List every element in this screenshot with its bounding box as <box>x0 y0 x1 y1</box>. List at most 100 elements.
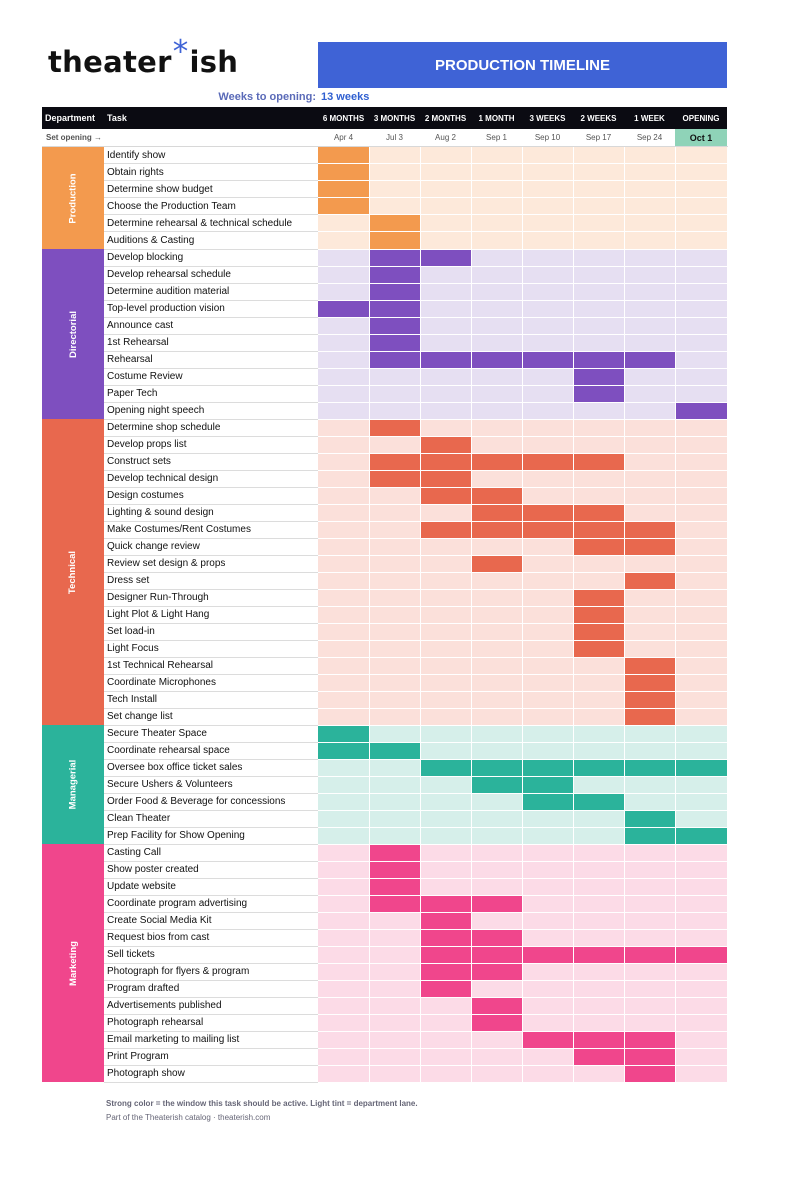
timeline-cell-active[interactable] <box>573 521 625 539</box>
timeline-cell[interactable] <box>675 453 728 471</box>
timeline-cell[interactable] <box>369 146 421 165</box>
timeline-cell-active[interactable] <box>573 504 625 522</box>
timeline-cell-active[interactable] <box>369 266 421 284</box>
timeline-cell[interactable] <box>369 929 421 947</box>
timeline-cell[interactable] <box>369 163 421 182</box>
timeline-cell[interactable] <box>420 1014 472 1032</box>
timeline-cell-active[interactable] <box>522 521 574 539</box>
timeline-cell[interactable] <box>675 606 728 624</box>
timeline-cell[interactable] <box>624 997 676 1015</box>
timeline-cell-active[interactable] <box>573 453 625 471</box>
timeline-cell[interactable] <box>522 487 574 505</box>
timeline-cell[interactable] <box>522 266 574 284</box>
timeline-cell[interactable] <box>624 929 676 947</box>
timeline-cell[interactable] <box>471 231 523 250</box>
timeline-cell[interactable] <box>420 827 472 845</box>
timeline-cell[interactable] <box>675 708 728 726</box>
timeline-cell[interactable] <box>522 555 574 573</box>
timeline-cell[interactable] <box>369 504 421 522</box>
timeline-cell[interactable] <box>675 997 728 1015</box>
timeline-cell-active[interactable] <box>624 1065 676 1083</box>
timeline-cell[interactable] <box>471 623 523 641</box>
timeline-cell[interactable] <box>420 810 472 828</box>
timeline-cell-active[interactable] <box>420 929 472 947</box>
timeline-cell[interactable] <box>522 402 574 420</box>
timeline-cell[interactable] <box>522 300 574 318</box>
timeline-cell[interactable] <box>624 368 676 386</box>
timeline-cell[interactable] <box>522 742 574 760</box>
timeline-cell[interactable] <box>420 317 472 335</box>
timeline-cell[interactable] <box>675 249 728 267</box>
timeline-cell[interactable] <box>573 742 625 760</box>
timeline-cell[interactable] <box>624 453 676 471</box>
timeline-cell[interactable] <box>318 334 370 352</box>
timeline-cell[interactable] <box>624 283 676 301</box>
timeline-cell[interactable] <box>624 1014 676 1032</box>
timeline-cell-active[interactable] <box>675 827 728 845</box>
timeline-cell[interactable] <box>675 861 728 879</box>
timeline-cell[interactable] <box>522 861 574 879</box>
timeline-cell[interactable] <box>624 214 676 233</box>
timeline-cell[interactable] <box>573 674 625 692</box>
timeline-cell-active[interactable] <box>471 351 523 369</box>
timeline-cell[interactable] <box>675 538 728 556</box>
timeline-cell[interactable] <box>471 657 523 675</box>
timeline-cell-active[interactable] <box>369 895 421 913</box>
timeline-cell[interactable] <box>318 504 370 522</box>
timeline-cell[interactable] <box>675 1014 728 1032</box>
timeline-cell[interactable] <box>318 214 370 233</box>
timeline-cell[interactable] <box>420 504 472 522</box>
timeline-cell-active[interactable] <box>420 759 472 777</box>
timeline-cell[interactable] <box>675 300 728 318</box>
timeline-cell[interactable] <box>318 878 370 896</box>
timeline-cell[interactable] <box>420 334 472 352</box>
timeline-cell[interactable] <box>522 640 574 658</box>
timeline-cell[interactable] <box>420 180 472 199</box>
timeline-cell-active[interactable] <box>471 521 523 539</box>
timeline-cell-active[interactable] <box>420 436 472 454</box>
timeline-cell[interactable] <box>369 487 421 505</box>
timeline-cell[interactable] <box>522 146 574 165</box>
timeline-cell[interactable] <box>471 640 523 658</box>
timeline-cell[interactable] <box>420 214 472 233</box>
timeline-cell[interactable] <box>420 419 472 437</box>
timeline-cell[interactable] <box>471 1031 523 1049</box>
timeline-cell-active[interactable] <box>522 504 574 522</box>
timeline-cell[interactable] <box>420 742 472 760</box>
timeline-cell-active[interactable] <box>522 453 574 471</box>
timeline-cell[interactable] <box>573 963 625 981</box>
timeline-cell-active[interactable] <box>675 946 728 964</box>
timeline-cell[interactable] <box>420 640 472 658</box>
timeline-cell[interactable] <box>675 368 728 386</box>
timeline-cell-active[interactable] <box>624 521 676 539</box>
timeline-cell[interactable] <box>471 385 523 403</box>
timeline-cell-active[interactable] <box>624 946 676 964</box>
timeline-cell-active[interactable] <box>522 759 574 777</box>
timeline-cell[interactable] <box>522 317 574 335</box>
timeline-cell[interactable] <box>420 725 472 743</box>
timeline-cell[interactable] <box>522 827 574 845</box>
timeline-cell[interactable] <box>471 214 523 233</box>
timeline-cell[interactable] <box>675 878 728 896</box>
timeline-cell[interactable] <box>471 180 523 199</box>
timeline-cell[interactable] <box>675 214 728 233</box>
timeline-cell-active[interactable] <box>420 351 472 369</box>
timeline-cell[interactable] <box>522 657 574 675</box>
timeline-cell[interactable] <box>624 334 676 352</box>
timeline-cell-active[interactable] <box>471 997 523 1015</box>
timeline-cell[interactable] <box>624 300 676 318</box>
timeline-cell[interactable] <box>471 402 523 420</box>
timeline-cell[interactable] <box>522 249 574 267</box>
timeline-cell[interactable] <box>471 300 523 318</box>
timeline-cell[interactable] <box>420 589 472 607</box>
timeline-cell[interactable] <box>522 844 574 862</box>
timeline-cell[interactable] <box>318 521 370 539</box>
timeline-cell[interactable] <box>420 163 472 182</box>
timeline-cell-active[interactable] <box>624 572 676 590</box>
timeline-cell[interactable] <box>471 793 523 811</box>
timeline-cell[interactable] <box>573 180 625 199</box>
timeline-cell[interactable] <box>675 436 728 454</box>
timeline-cell-active[interactable] <box>471 453 523 471</box>
timeline-cell[interactable] <box>522 231 574 250</box>
timeline-cell-active[interactable] <box>573 759 625 777</box>
